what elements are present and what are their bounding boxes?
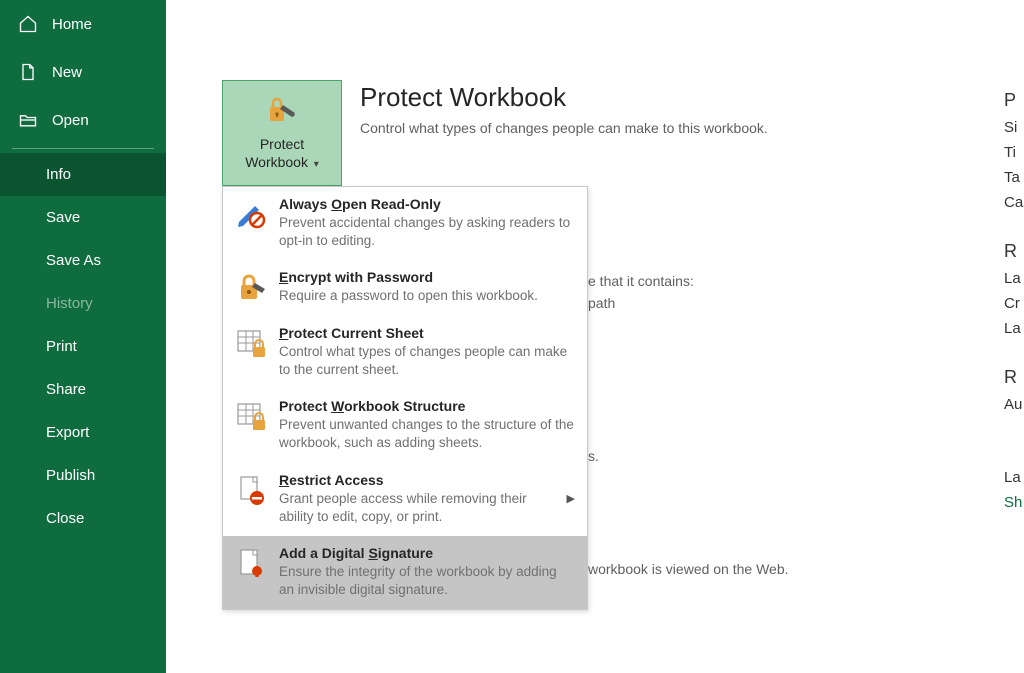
sidebar-item-label: New	[52, 64, 82, 81]
lock-key-icon	[265, 95, 299, 129]
sidebar-item-label: Open	[52, 112, 89, 129]
menu-item-text: Add a Digital Signature Ensure the integ…	[279, 545, 575, 599]
chevron-down-icon: ▾	[311, 159, 319, 170]
sidebar-item-label: Save As	[46, 252, 101, 269]
property-frag: Ta	[1004, 169, 1024, 186]
sidebar-item-label: Home	[52, 16, 92, 33]
sidebar-item-share[interactable]: Share	[0, 368, 166, 411]
document-icon	[18, 62, 38, 82]
property-link-frag[interactable]: Sh	[1004, 494, 1024, 511]
menu-item-protect-current-sheet[interactable]: Protect Current Sheet Control what types…	[223, 316, 587, 389]
property-spacer	[1004, 219, 1024, 233]
protect-workbook-button[interactable]: Protect Workbook ▾	[222, 80, 342, 186]
sidebar-item-save-as[interactable]: Save As	[0, 239, 166, 282]
bg-text-fragment: e that it contains:	[588, 273, 694, 289]
property-frag: Au	[1004, 396, 1024, 413]
menu-item-protect-workbook-structure[interactable]: Protect Workbook Structure Prevent unwan…	[223, 389, 587, 462]
sidebar-item-save[interactable]: Save	[0, 196, 166, 239]
menu-item-encrypt-with-password[interactable]: Encrypt with Password Require a password…	[223, 260, 587, 315]
menu-item-text: Always Open Read-Only Prevent accidental…	[279, 196, 575, 250]
property-frag: La	[1004, 469, 1024, 486]
properties-heading-frag: P	[1004, 90, 1024, 111]
sidebar-item-publish[interactable]: Publish	[0, 454, 166, 497]
property-frag: Ca	[1004, 194, 1024, 211]
restrict-icon	[233, 472, 269, 526]
property-spacer	[1004, 345, 1024, 359]
property-frag: Cr	[1004, 295, 1024, 312]
menu-item-add-digital-signature[interactable]: Add a Digital Signature Ensure the integ…	[223, 536, 587, 609]
sidebar-item-history: History	[0, 282, 166, 325]
sidebar-item-label: Info	[46, 166, 71, 183]
folder-open-icon	[18, 110, 38, 130]
home-icon	[18, 14, 38, 34]
sidebar-item-label: Close	[46, 510, 84, 527]
menu-item-text: Restrict Access Grant people access whil…	[279, 472, 553, 526]
sidebar-item-label: History	[46, 295, 93, 312]
menu-item-restrict-access[interactable]: Restrict Access Grant people access whil…	[223, 463, 587, 536]
protect-button-label: Protect Workbook ▾	[245, 135, 319, 171]
sidebar-item-label: Save	[46, 209, 80, 226]
property-frag: Si	[1004, 119, 1024, 136]
backstage-sidebar: Home New Open Info Save Save As History …	[0, 0, 166, 673]
sidebar-divider	[12, 148, 154, 149]
workbook-lock-icon	[233, 398, 269, 452]
bg-text-fragment: s.	[588, 448, 599, 464]
sidebar-item-open[interactable]: Open	[0, 96, 166, 144]
sidebar-item-home[interactable]: Home	[0, 0, 166, 48]
sidebar-item-label: Export	[46, 424, 89, 441]
sidebar-item-close[interactable]: Close	[0, 497, 166, 540]
section-description: Control what types of changes people can…	[360, 120, 768, 136]
sheet-lock-icon	[233, 325, 269, 379]
sidebar-item-info[interactable]: Info	[0, 153, 166, 196]
bg-text-fragment: path	[588, 295, 615, 311]
properties-heading-frag: R	[1004, 367, 1024, 388]
property-spacer	[1004, 421, 1024, 461]
readonly-icon	[233, 196, 269, 250]
property-frag: La	[1004, 270, 1024, 287]
submenu-arrow-icon: ▶	[563, 492, 575, 505]
sidebar-item-new[interactable]: New	[0, 48, 166, 96]
sidebar-item-label: Share	[46, 381, 86, 398]
sidebar-item-export[interactable]: Export	[0, 411, 166, 454]
signature-icon	[233, 545, 269, 599]
protect-workbook-dropdown: Always Open Read-Only Prevent accidental…	[222, 186, 588, 610]
properties-heading-frag: R	[1004, 241, 1024, 262]
menu-item-always-open-read-only[interactable]: Always Open Read-Only Prevent accidental…	[223, 187, 587, 260]
menu-item-text: Protect Current Sheet Control what types…	[279, 325, 575, 379]
section-title: Protect Workbook	[360, 82, 566, 113]
bg-text-fragment: workbook is viewed on the Web.	[588, 561, 789, 577]
sidebar-item-label: Print	[46, 338, 77, 355]
properties-panel-cropped: P Si Ti Ta Ca R La Cr La R Au La Sh	[1004, 90, 1024, 650]
sidebar-item-label: Publish	[46, 467, 95, 484]
property-frag: Ti	[1004, 144, 1024, 161]
sidebar-item-print[interactable]: Print	[0, 325, 166, 368]
menu-item-text: Protect Workbook Structure Prevent unwan…	[279, 398, 575, 452]
menu-item-text: Encrypt with Password Require a password…	[279, 269, 575, 305]
property-frag: La	[1004, 320, 1024, 337]
lock-icon	[233, 269, 269, 305]
